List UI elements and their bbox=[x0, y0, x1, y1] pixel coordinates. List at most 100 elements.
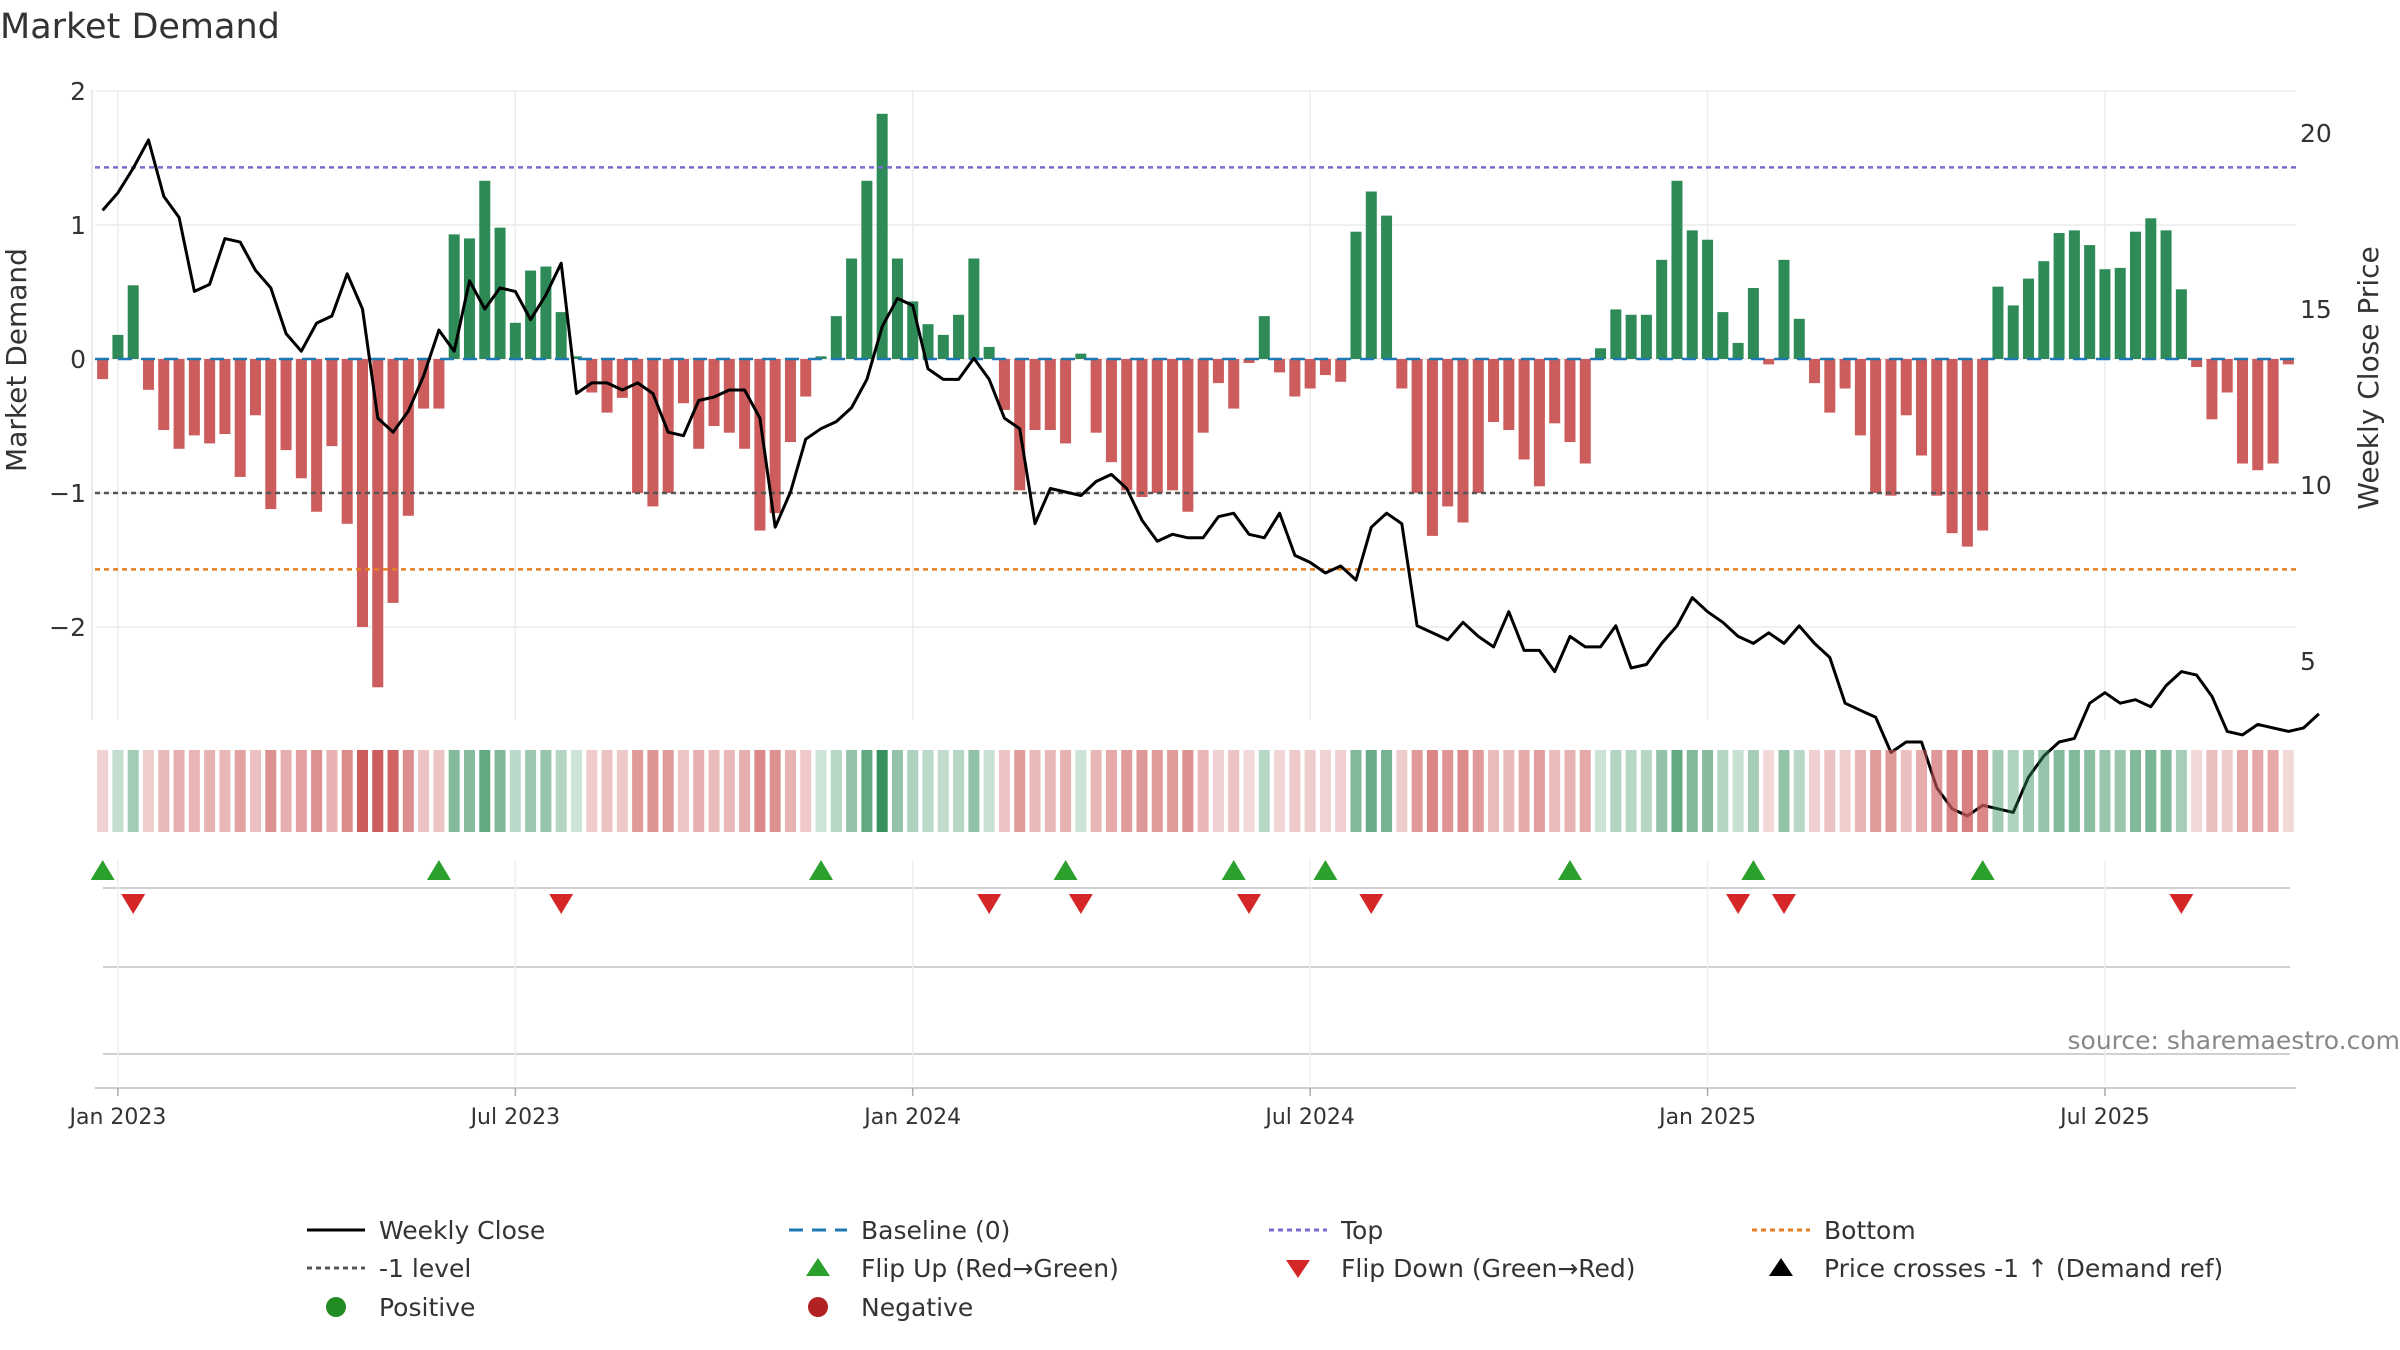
heat-cell bbox=[1274, 750, 1286, 832]
heat-cell bbox=[97, 750, 109, 832]
heat-cell bbox=[1747, 750, 1759, 832]
x-tick-label: Jan 2024 bbox=[862, 1105, 961, 1130]
demand-bar bbox=[1060, 359, 1072, 444]
demand-bar bbox=[1426, 359, 1438, 536]
demand-bar bbox=[1686, 230, 1698, 359]
demand-bar bbox=[1090, 359, 1102, 433]
legend-label: Top bbox=[1341, 1215, 1384, 1245]
demand-bar bbox=[112, 334, 124, 359]
heat-cell bbox=[1304, 750, 1316, 832]
demand-bar bbox=[1335, 359, 1347, 382]
heat-cell bbox=[2038, 750, 2050, 832]
demand-bar bbox=[1503, 359, 1515, 431]
heat-cell bbox=[1488, 750, 1500, 832]
demand-bar bbox=[708, 359, 720, 426]
heat-cell bbox=[112, 750, 124, 832]
heat-cell bbox=[2252, 750, 2264, 832]
heat-cell bbox=[846, 750, 858, 832]
heat-cell bbox=[1854, 750, 1866, 832]
demand-bar bbox=[1289, 359, 1301, 397]
demand-bar bbox=[295, 359, 307, 479]
heat-cell bbox=[1319, 750, 1331, 832]
demand-bar bbox=[448, 234, 460, 359]
demand-bar bbox=[219, 359, 231, 435]
heat-cell bbox=[2007, 750, 2019, 832]
heat-cell bbox=[1625, 750, 1637, 832]
flip-down-marker bbox=[549, 894, 574, 914]
legend-swatch bbox=[1286, 1260, 1310, 1278]
heat-cell bbox=[1335, 750, 1347, 832]
demand-bar bbox=[433, 359, 445, 409]
heat-cell bbox=[265, 750, 277, 832]
flip-down-marker bbox=[2169, 894, 2194, 914]
demand-bar bbox=[372, 359, 384, 688]
heat-cell bbox=[754, 750, 766, 832]
flip-up-marker bbox=[1970, 860, 1995, 880]
heat-cell bbox=[1686, 750, 1698, 832]
demand-bar bbox=[2160, 230, 2172, 359]
heat-cell bbox=[570, 750, 582, 832]
heat-cell bbox=[953, 750, 965, 832]
heat-cell bbox=[1931, 750, 1943, 832]
heat-cell bbox=[1916, 750, 1928, 832]
left-tick-label: −2 bbox=[49, 613, 86, 642]
heat-cell bbox=[937, 750, 949, 832]
demand-bar bbox=[1640, 314, 1652, 359]
right-tick-label: 10 bbox=[2300, 471, 2332, 500]
heat-cell bbox=[815, 750, 827, 832]
heat-cell bbox=[311, 750, 323, 832]
heat-cell bbox=[1350, 750, 1362, 832]
legend-swatch bbox=[1269, 1228, 1327, 1232]
demand-bar bbox=[800, 359, 812, 397]
heat-cell bbox=[418, 750, 430, 832]
heat-cell bbox=[356, 750, 368, 832]
heat-cell bbox=[1656, 750, 1668, 832]
demand-bar bbox=[647, 359, 659, 507]
legend-swatch bbox=[789, 1228, 847, 1232]
heat-cell bbox=[2114, 750, 2126, 832]
heat-cell bbox=[1839, 750, 1851, 832]
demand-bar bbox=[1014, 359, 1026, 491]
demand-bar bbox=[1549, 359, 1561, 424]
heat-cell bbox=[1610, 750, 1622, 832]
heat-cell bbox=[173, 750, 185, 832]
demand-bar bbox=[1258, 316, 1270, 359]
demand-bar bbox=[1075, 353, 1087, 359]
demand-bar bbox=[662, 359, 674, 493]
demand-bar bbox=[494, 227, 506, 359]
heat-cell bbox=[2145, 750, 2157, 832]
demand-bar bbox=[1747, 287, 1759, 359]
heat-cell bbox=[555, 750, 567, 832]
heat-cell bbox=[2282, 750, 2294, 832]
heat-cell bbox=[1457, 750, 1469, 832]
demand-bar bbox=[188, 359, 200, 436]
chart-title: Market Demand bbox=[0, 7, 280, 47]
heat-cell bbox=[784, 750, 796, 832]
heat-cell bbox=[158, 750, 170, 832]
heat-cell bbox=[1885, 750, 1897, 832]
heat-cell bbox=[1105, 750, 1117, 832]
demand-bar bbox=[2237, 359, 2249, 464]
heat-cell bbox=[1778, 750, 1790, 832]
heat-cell bbox=[2099, 750, 2111, 832]
heat-cell bbox=[1549, 750, 1561, 832]
heat-cell bbox=[1289, 750, 1301, 832]
demand-bar bbox=[265, 359, 277, 510]
heat-cell bbox=[1182, 750, 1194, 832]
heat-cell bbox=[1732, 750, 1744, 832]
demand-bar bbox=[1365, 191, 1377, 359]
heat-cell bbox=[1197, 750, 1209, 832]
legend-item: Top bbox=[1267, 1215, 1383, 1245]
demand-bar bbox=[1228, 359, 1240, 409]
legend-swatch bbox=[1752, 1228, 1810, 1232]
demand-bar bbox=[1809, 359, 1821, 384]
x-tick-label: Jan 2025 bbox=[1657, 1105, 1756, 1130]
demand-bar bbox=[891, 258, 903, 359]
heat-cell bbox=[1809, 750, 1821, 832]
demand-bar bbox=[2084, 245, 2096, 359]
demand-bar bbox=[861, 180, 873, 359]
demand-bar bbox=[1411, 359, 1423, 493]
demand-bar bbox=[249, 359, 261, 416]
heat-cell bbox=[326, 750, 338, 832]
demand-bar bbox=[1992, 286, 2004, 359]
